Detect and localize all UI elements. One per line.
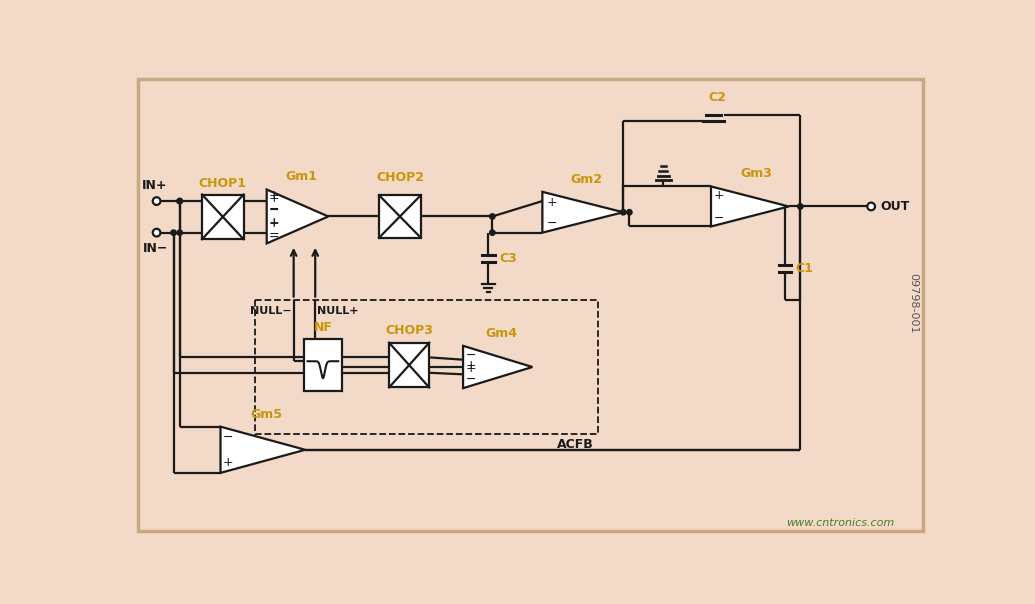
Circle shape [490, 230, 495, 236]
Circle shape [171, 230, 176, 236]
Circle shape [153, 229, 160, 237]
Text: −: − [546, 217, 557, 230]
Text: CHOP1: CHOP1 [199, 176, 246, 190]
Text: +: + [713, 189, 724, 202]
Text: Gm4: Gm4 [485, 327, 518, 339]
Polygon shape [267, 190, 328, 243]
Text: ACFB: ACFB [557, 439, 594, 451]
Circle shape [177, 230, 182, 236]
Text: Gm2: Gm2 [570, 173, 602, 185]
Circle shape [490, 214, 495, 219]
Bar [256, 300, 598, 434]
Text: −: − [269, 203, 279, 216]
Text: −: − [466, 349, 476, 362]
Circle shape [798, 204, 803, 209]
Text: CHOP3: CHOP3 [385, 324, 433, 336]
Text: C1: C1 [796, 262, 814, 275]
Text: −: − [713, 212, 723, 225]
Text: +: + [466, 359, 476, 372]
Text: C2: C2 [708, 91, 727, 104]
Bar [202, 194, 243, 239]
Polygon shape [463, 346, 532, 388]
Circle shape [867, 202, 875, 210]
Text: +: + [546, 196, 557, 209]
Text: NULL−: NULL− [250, 306, 292, 316]
Text: +: + [223, 455, 234, 469]
Text: 09798-001: 09798-001 [909, 273, 918, 334]
Text: NULL+: NULL+ [317, 306, 358, 316]
Circle shape [621, 210, 626, 215]
Text: Gm3: Gm3 [740, 167, 772, 180]
Text: +: + [269, 217, 279, 230]
Polygon shape [542, 192, 623, 233]
Circle shape [177, 198, 182, 204]
Text: IN+: IN+ [142, 179, 168, 192]
Text: −: − [223, 431, 234, 444]
Polygon shape [220, 426, 305, 473]
Text: +: + [269, 192, 279, 205]
Text: +: + [466, 362, 476, 374]
Text: +
−: + − [269, 189, 279, 217]
Text: CHOP2: CHOP2 [376, 171, 424, 184]
Text: IN−: IN− [143, 242, 168, 255]
Polygon shape [711, 187, 789, 226]
Text: −: − [269, 228, 279, 240]
Text: www.cntronics.com: www.cntronics.com [786, 518, 894, 528]
Circle shape [177, 198, 182, 204]
Text: +
−: + − [269, 216, 279, 244]
Bar [389, 342, 430, 387]
Text: Gm5: Gm5 [250, 408, 283, 420]
Text: NF: NF [314, 321, 332, 334]
Bar [379, 195, 420, 237]
Text: C3: C3 [499, 252, 518, 265]
Text: OUT: OUT [881, 200, 910, 213]
Text: Gm1: Gm1 [286, 170, 318, 184]
Circle shape [153, 198, 160, 205]
Text: −: − [466, 373, 476, 385]
Bar [303, 339, 343, 391]
Circle shape [626, 210, 632, 215]
